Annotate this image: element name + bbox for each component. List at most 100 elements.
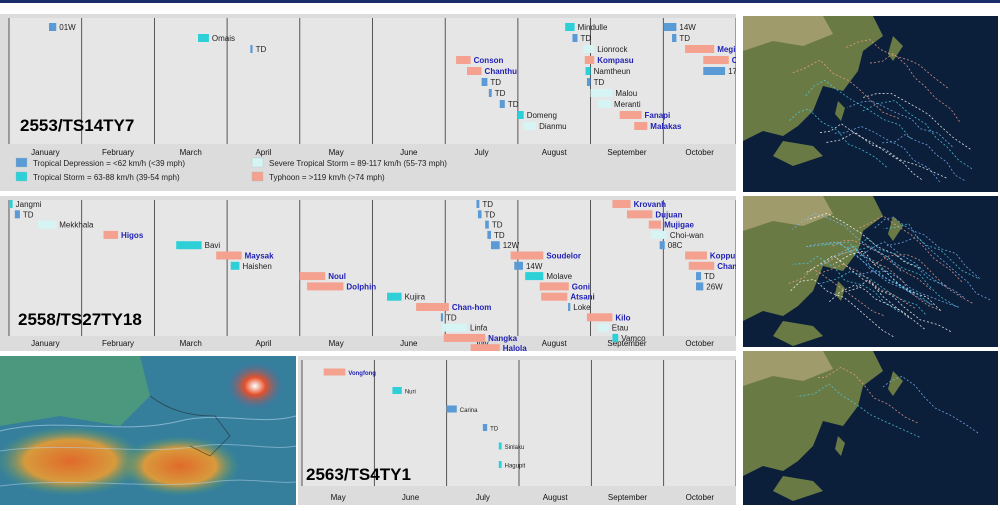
landmass: [743, 196, 883, 321]
month-tick-label: February: [102, 339, 134, 348]
month-tick-label: June: [400, 339, 418, 348]
storm-name-label: TD: [494, 231, 505, 240]
season-title: 2553/TS14TY7: [20, 116, 134, 135]
month-tick-label: March: [180, 148, 202, 157]
storm-name-label: TD: [485, 210, 496, 219]
storm-bar: [703, 56, 729, 64]
month-tick-label: July: [474, 148, 488, 157]
storm-bar: [565, 23, 575, 31]
storm-bar: [498, 442, 502, 450]
legend-swatch: [15, 157, 28, 168]
storm-bar: [568, 303, 571, 311]
storm-bar: [9, 200, 13, 208]
storm-bar: [590, 89, 613, 97]
storm-bar: [539, 282, 569, 291]
satellite-wind-map: [0, 356, 296, 505]
storm-bar: [446, 405, 457, 413]
storm-bar: [597, 100, 611, 108]
season-title: 2563/TS4TY1: [306, 465, 411, 484]
storm-name-label: TD: [446, 313, 457, 322]
month-tick-label: July: [476, 493, 490, 502]
storm-name-label: Malou: [615, 89, 637, 98]
storm-name-label: Loke: [573, 303, 591, 312]
month-tick-label: June: [400, 148, 418, 157]
storm-track: [837, 246, 957, 308]
storm-track: [845, 39, 948, 89]
tropical-cyclone-track-map-icon: [743, 16, 998, 192]
season-title: 2558/TS27TY18: [18, 310, 142, 329]
storm-track: [820, 241, 931, 305]
storm-name-label: Goni: [572, 282, 590, 291]
storm-bar: [14, 210, 20, 219]
storm-track: [883, 223, 978, 279]
storm-bar: [584, 56, 595, 64]
storm-name-label: 08C: [668, 241, 683, 250]
storm-name-label: Linfa: [470, 324, 488, 333]
storm-track: [820, 245, 933, 306]
storm-name-label: Dolphin: [346, 282, 376, 291]
season-timeline-chart-2558: January February March April May June July Augu…: [0, 196, 736, 351]
storm-name-label: Megi: [717, 45, 735, 54]
storm-name-label: Dianmu: [539, 122, 567, 131]
storm-bar: [416, 303, 449, 311]
legend-swatch: [15, 171, 28, 182]
month-tick-label: May: [331, 493, 346, 502]
storm-bar: [626, 210, 653, 219]
storm-bar: [467, 67, 482, 75]
storm-name-label: Chan-hom: [452, 303, 492, 312]
storm-name-label: Hagupit: [505, 464, 526, 470]
storm-bar: [525, 272, 544, 281]
storm-track: [846, 100, 953, 148]
month-tick-label: July: [474, 339, 488, 348]
storm-bar: [477, 210, 482, 219]
storm-bar: [440, 313, 444, 322]
island: [835, 281, 845, 301]
storm-name-label: Chaba: [732, 56, 736, 65]
storm-name-label: Vamco: [621, 334, 646, 343]
storm-name-label: TD: [508, 100, 519, 109]
storm-bar: [612, 200, 631, 208]
storm-name-label: Lionrock: [597, 45, 628, 54]
storm-bar: [470, 344, 500, 351]
storm-name-label: Koppu: [710, 252, 735, 261]
timeline-panel-2558: January February March April May June July Augu…: [0, 196, 736, 351]
storm-bar: [482, 424, 488, 431]
storm-name-label: TD: [490, 427, 499, 433]
storm-name-label: Krovanh: [634, 200, 667, 209]
storm-bar: [491, 241, 500, 250]
storm-bar: [481, 78, 488, 86]
month-tick-label: October: [685, 339, 714, 348]
storm-bar: [387, 292, 402, 301]
storm-track: [805, 241, 912, 293]
month-tick-label: September: [607, 339, 646, 348]
storm-name-label: Kompasu: [597, 56, 634, 65]
storm-name-label: Mujigae: [664, 221, 694, 230]
storm-track: [858, 270, 960, 308]
storm-name-label: Jangmi: [16, 200, 42, 209]
storm-bar: [703, 67, 726, 75]
storm-bar: [659, 241, 665, 250]
season-timeline-chart-2553: January February March April May June July Augu…: [0, 14, 736, 191]
storm-name-label: 12W: [503, 241, 520, 250]
storm-bar: [510, 251, 544, 260]
storm-bar: [634, 122, 648, 130]
storm-name-label: Haishen: [242, 262, 271, 271]
storm-track: [804, 255, 910, 319]
storm-bar: [650, 230, 667, 239]
storm-bar: [541, 292, 568, 301]
storm-track: [880, 134, 965, 181]
island: [888, 371, 903, 396]
storm-bar: [230, 261, 240, 270]
legend-entry: Typhoon = >119 km/h (>74 mph): [269, 173, 385, 182]
storm-name-label: Vongfong: [348, 371, 376, 377]
month-tick-label: March: [180, 339, 202, 348]
storm-name-label: Noul: [328, 272, 346, 281]
storm-name-label: Domeng: [527, 111, 557, 120]
storm-bar: [522, 122, 537, 130]
storm-name-label: Nuri: [405, 390, 416, 396]
storm-bar: [476, 200, 480, 208]
storm-name-label: Bavi: [205, 241, 221, 250]
island: [773, 141, 823, 166]
storm-track: [886, 236, 991, 301]
storm-bar: [176, 241, 202, 250]
